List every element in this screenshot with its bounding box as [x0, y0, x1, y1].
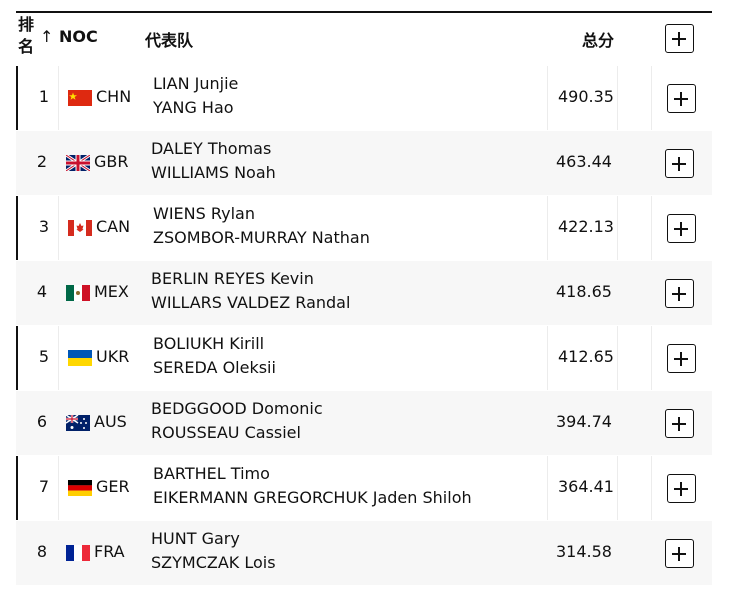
rank: 4	[36, 282, 48, 301]
team-header: 代表队	[145, 31, 194, 50]
table-row: 8 FRA HUNT Gary SZYMCZAK Lois 314.58	[16, 521, 712, 585]
table-row: 5 UKR BOLIUKH Kirill SEREDA Oleksii 412.65	[16, 326, 712, 390]
expand-row-button[interactable]	[667, 344, 696, 373]
noc-header[interactable]: NOC	[59, 27, 98, 46]
table-row: 6 AUS BEDGGOOD Domonic ROUSSEAU Cassiel 394.…	[16, 391, 712, 455]
column-separator	[58, 196, 59, 260]
athlete-name: ZSOMBOR-MURRAY Nathan	[153, 228, 370, 247]
rank: 8	[36, 542, 48, 561]
noc-code: CAN	[96, 217, 131, 236]
expand-row-button[interactable]	[665, 149, 694, 178]
top-border	[16, 11, 712, 13]
athlete-name: BARTHEL Timo	[153, 464, 270, 483]
noc-code: FRA	[94, 542, 125, 561]
column-separator	[617, 196, 618, 260]
expand-row-button[interactable]	[667, 474, 696, 503]
expand-row-button[interactable]	[665, 409, 694, 438]
athlete-name: DALEY Thomas	[151, 139, 272, 158]
table-row: 7 GER BARTHEL Timo EIKERMANN GREGORCHUK Jad…	[16, 456, 712, 520]
table-row: 4 MEX BERLIN REYES Kevin WILLARS VALDEZ Ran…	[16, 261, 712, 325]
column-separator	[651, 326, 652, 390]
total-score: 412.65	[558, 347, 614, 366]
athlete-name: WILLIAMS Noah	[151, 163, 276, 182]
expand-row-button[interactable]	[665, 279, 694, 308]
expand-row-button[interactable]	[665, 539, 694, 568]
table-row: 3 CAN WIENS Rylan ZSOMBOR-MURRAY Nathan 422.…	[16, 196, 712, 260]
table-row: 2 GBR DALEY Thomas WILLIAMS Noah 463.44	[16, 131, 712, 195]
flag	[68, 220, 92, 236]
total-score: 364.41	[558, 477, 614, 496]
column-separator	[547, 66, 548, 130]
total-score: 394.74	[556, 412, 612, 431]
athlete-name: SEREDA Oleksii	[153, 358, 276, 377]
total-header: 总分	[582, 31, 615, 50]
athlete-name: ROUSSEAU Cassiel	[151, 423, 301, 442]
noc-code: UKR	[96, 347, 130, 366]
athlete-name: BOLIUKH Kirill	[153, 334, 265, 353]
athlete-name: BEDGGOOD Domonic	[151, 399, 323, 418]
rank: 1	[38, 87, 50, 106]
noc-code: MEX	[94, 282, 129, 301]
column-separator	[617, 66, 618, 130]
flag	[66, 155, 90, 171]
athlete-name: BERLIN REYES Kevin	[151, 269, 314, 288]
column-separator	[651, 456, 652, 520]
column-separator	[58, 66, 59, 130]
expand-row-button[interactable]	[667, 214, 696, 243]
athlete-name: HUNT Gary	[151, 529, 240, 548]
table-row: 1 CHN LIAN Junjie YANG Hao 490.35	[16, 66, 712, 130]
rank: 3	[38, 217, 50, 236]
column-separator	[58, 456, 59, 520]
column-separator	[547, 196, 548, 260]
column-separator	[617, 456, 618, 520]
flag	[66, 415, 90, 431]
total-score: 314.58	[556, 542, 612, 561]
total-score: 418.65	[556, 282, 612, 301]
athlete-name: WIENS Rylan	[153, 204, 255, 223]
rank: 2	[36, 152, 48, 171]
athlete-name: LIAN Junjie	[153, 74, 239, 93]
noc-code: CHN	[96, 87, 132, 106]
column-separator	[617, 326, 618, 390]
total-score: 422.13	[558, 217, 614, 236]
rank-header[interactable]: 排名	[18, 15, 35, 56]
flag	[66, 545, 90, 561]
noc-code: GBR	[94, 152, 129, 171]
expand-all-button[interactable]	[665, 24, 694, 53]
athlete-name: YANG Hao	[153, 98, 234, 117]
total-score: 490.35	[558, 87, 614, 106]
flag	[68, 90, 92, 106]
rank: 6	[36, 412, 48, 431]
column-separator	[547, 456, 548, 520]
noc-code: AUS	[94, 412, 127, 431]
noc-code: GER	[96, 477, 130, 496]
flag	[66, 285, 90, 301]
rank: 7	[38, 477, 50, 496]
column-separator	[651, 196, 652, 260]
total-score: 463.44	[556, 152, 612, 171]
flag	[68, 480, 92, 496]
athlete-name: WILLARS VALDEZ Randal	[151, 293, 351, 312]
rank: 5	[38, 347, 50, 366]
athlete-name: SZYMCZAK Lois	[151, 553, 276, 572]
expand-row-button[interactable]	[667, 84, 696, 113]
flag	[68, 350, 92, 366]
sort-arrow[interactable]: ↑	[40, 27, 54, 46]
column-separator	[547, 326, 548, 390]
column-separator	[651, 66, 652, 130]
athlete-name: EIKERMANN GREGORCHUK Jaden Shiloh	[153, 488, 472, 507]
column-separator	[58, 326, 59, 390]
